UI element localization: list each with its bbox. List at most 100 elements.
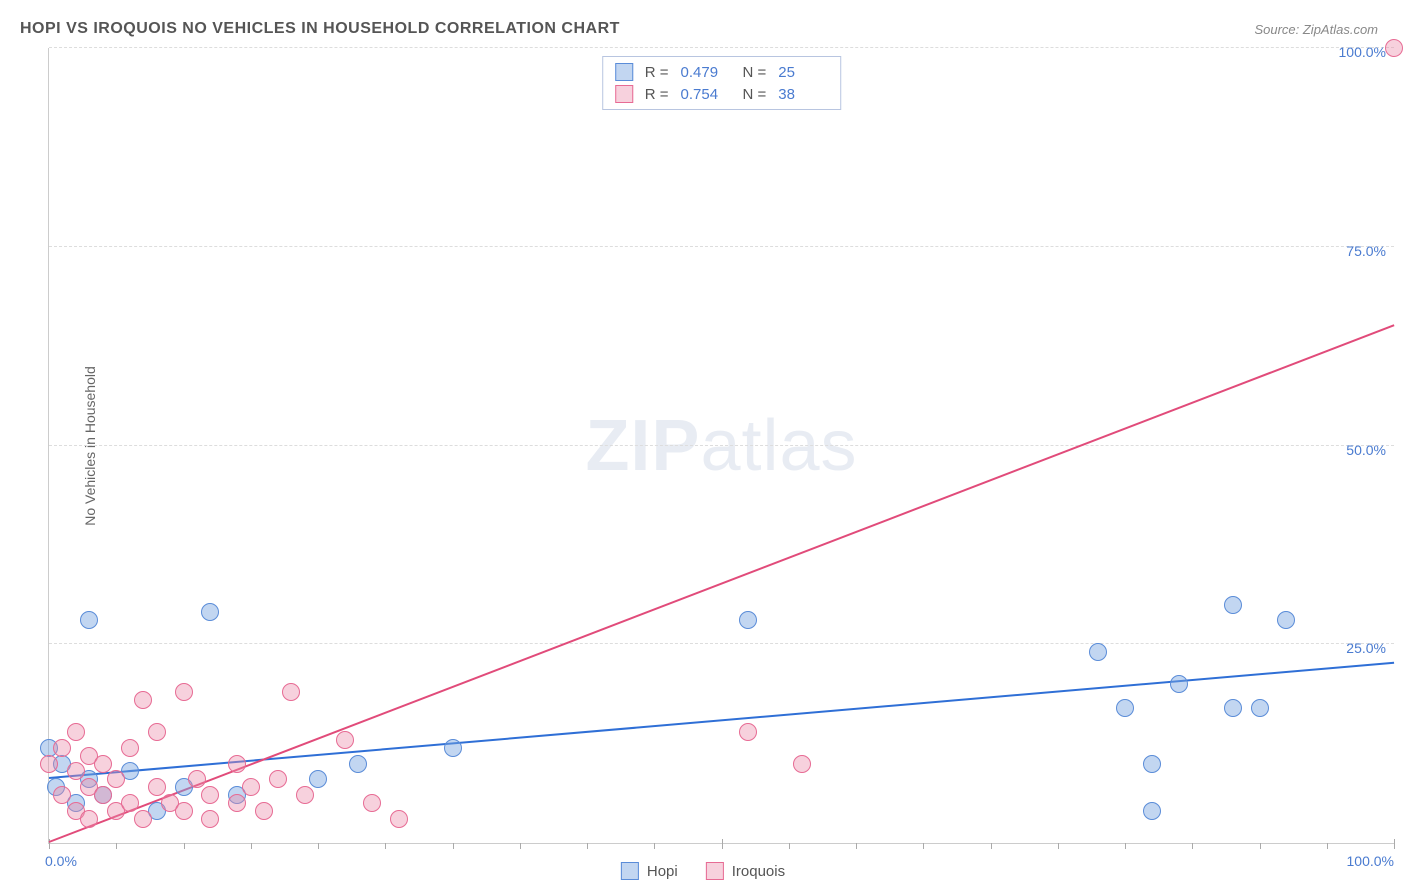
series-swatch (615, 63, 633, 81)
data-point (1224, 699, 1242, 717)
data-point (336, 731, 354, 749)
data-point (309, 770, 327, 788)
data-point (201, 786, 219, 804)
y-tick-label: 75.0% (1346, 243, 1386, 259)
y-tick-label: 100.0% (1339, 44, 1386, 60)
x-tick (1327, 843, 1328, 849)
data-point (1277, 611, 1295, 629)
data-point (188, 770, 206, 788)
stat-n-value: 38 (778, 86, 828, 103)
data-point (1224, 596, 1242, 614)
gridline (49, 643, 1394, 644)
data-point (390, 810, 408, 828)
x-tick (1125, 843, 1126, 849)
x-tick (789, 843, 790, 849)
source-attribution: Source: ZipAtlas.com (1254, 22, 1378, 37)
data-point (80, 611, 98, 629)
trend-line (49, 662, 1394, 779)
watermark-bold: ZIP (585, 406, 700, 486)
data-point (296, 786, 314, 804)
data-point (94, 755, 112, 773)
x-tick-label: 0.0% (45, 853, 77, 869)
x-tick (1260, 843, 1261, 849)
data-point (228, 794, 246, 812)
legend-label: Iroquois (732, 863, 785, 880)
stat-n-label: N = (743, 86, 767, 103)
stat-r-label: R = (645, 86, 669, 103)
data-point (121, 794, 139, 812)
y-tick-label: 50.0% (1346, 442, 1386, 458)
x-tick (385, 843, 386, 849)
data-point (255, 802, 273, 820)
watermark: ZIPatlas (585, 405, 857, 487)
data-point (67, 762, 85, 780)
data-point (363, 794, 381, 812)
data-point (201, 603, 219, 621)
data-point (1143, 802, 1161, 820)
stats-row: R = 0.479 N = 25 (615, 61, 829, 83)
data-point (242, 778, 260, 796)
series-swatch (615, 85, 633, 103)
data-point (175, 683, 193, 701)
footer-legend: Hopi Iroquois (621, 862, 785, 880)
x-tick (923, 843, 924, 849)
data-point (134, 691, 152, 709)
data-point (282, 683, 300, 701)
stat-r-value: 0.479 (681, 64, 731, 81)
x-tick (587, 843, 588, 849)
data-point (1385, 39, 1403, 57)
trend-line (49, 324, 1395, 843)
stats-legend-box: R =0.479N =25R =0.754N =38 (602, 56, 842, 110)
x-tick (318, 843, 319, 849)
legend-item: Hopi (621, 862, 678, 880)
data-point (134, 810, 152, 828)
data-point (1170, 675, 1188, 693)
x-tick (1192, 843, 1193, 849)
x-tick (251, 843, 252, 849)
data-point (67, 723, 85, 741)
data-point (1143, 755, 1161, 773)
data-point (349, 755, 367, 773)
data-point (53, 786, 71, 804)
legend-label: Hopi (647, 863, 678, 880)
data-point (53, 739, 71, 757)
data-point (94, 786, 112, 804)
data-point (40, 755, 58, 773)
plot-area: ZIPatlas R =0.479N =25R =0.754N =38 25.0… (48, 48, 1394, 844)
data-point (444, 739, 462, 757)
data-point (148, 778, 166, 796)
x-tick (991, 843, 992, 849)
gridline (49, 246, 1394, 247)
y-tick-label: 25.0% (1346, 640, 1386, 656)
data-point (121, 739, 139, 757)
data-point (228, 755, 246, 773)
legend-swatch (706, 862, 724, 880)
x-tick (1394, 839, 1395, 849)
x-tick-label: 100.0% (1347, 853, 1394, 869)
data-point (269, 770, 287, 788)
x-tick (856, 843, 857, 849)
x-tick (116, 843, 117, 849)
stats-row: R =0.754N =38 (615, 83, 829, 105)
watermark-rest: atlas (700, 406, 857, 486)
data-point (175, 802, 193, 820)
legend-swatch (621, 862, 639, 880)
gridline (49, 47, 1394, 48)
data-point (148, 723, 166, 741)
x-tick (1058, 843, 1059, 849)
stat-n-label: N = (743, 64, 767, 81)
data-point (793, 755, 811, 773)
data-point (1089, 643, 1107, 661)
stat-r-label: R = (645, 64, 669, 81)
x-tick (722, 839, 723, 849)
stat-n-value: 25 (778, 64, 828, 81)
data-point (739, 723, 757, 741)
data-point (201, 810, 219, 828)
x-tick (184, 843, 185, 849)
data-point (80, 810, 98, 828)
x-tick (520, 843, 521, 849)
data-point (107, 770, 125, 788)
chart-title: HOPI VS IROQUOIS NO VEHICLES IN HOUSEHOL… (20, 20, 620, 38)
x-tick (453, 843, 454, 849)
data-point (739, 611, 757, 629)
